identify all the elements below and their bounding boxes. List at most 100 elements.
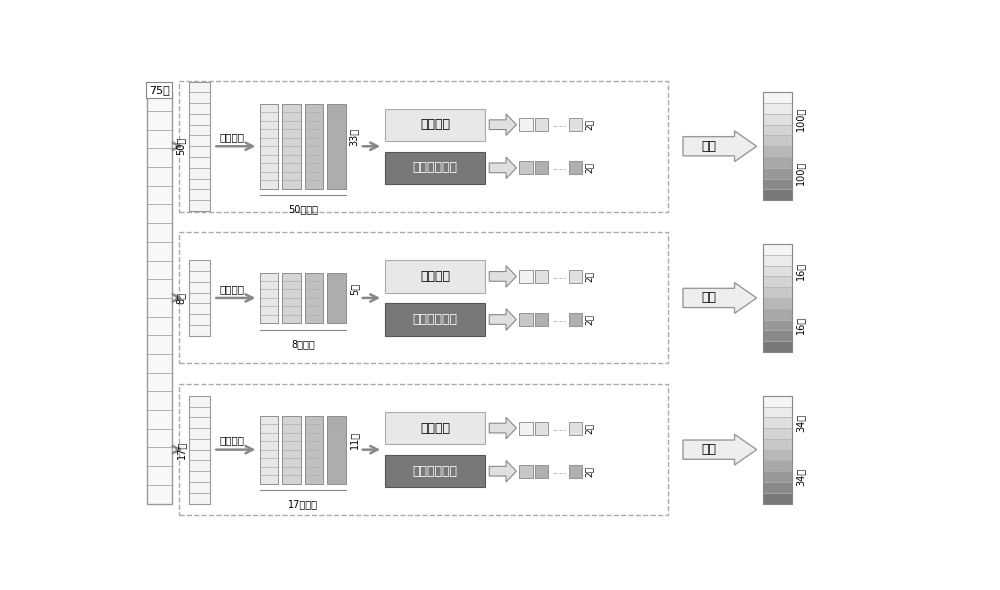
Bar [763, 93, 792, 103]
Bar [763, 396, 792, 407]
Bar [260, 146, 278, 155]
Bar [327, 112, 346, 121]
Bar [189, 168, 210, 179]
Polygon shape [489, 157, 516, 179]
Bar [147, 279, 172, 298]
Text: 连接: 连接 [701, 140, 716, 153]
Bar [260, 129, 278, 138]
Bar [282, 306, 301, 315]
Bar [260, 273, 278, 323]
Bar [260, 424, 278, 432]
Bar [763, 320, 792, 330]
Text: 75维: 75维 [149, 85, 169, 95]
Bar [189, 471, 210, 482]
Bar [282, 432, 301, 441]
Bar [763, 124, 792, 136]
Bar [519, 270, 533, 283]
Bar [189, 482, 210, 493]
Bar [189, 282, 210, 293]
Bar [327, 138, 346, 146]
Bar [327, 450, 346, 458]
Bar [147, 149, 172, 167]
Bar [260, 441, 278, 450]
Bar [305, 441, 323, 450]
Bar [189, 146, 210, 157]
Bar [147, 186, 172, 205]
Bar [260, 450, 278, 458]
Bar [260, 467, 278, 475]
Bar [569, 118, 582, 131]
Bar [305, 163, 323, 172]
Text: 2维: 2维 [585, 119, 594, 130]
Bar [282, 441, 301, 450]
Text: 34维: 34维 [795, 414, 805, 432]
Bar [305, 416, 323, 424]
Bar [147, 373, 172, 391]
Text: 2维: 2维 [585, 314, 594, 325]
Bar [763, 136, 792, 146]
Bar [327, 121, 346, 129]
Bar [305, 416, 323, 484]
Bar [763, 439, 792, 450]
Bar [189, 157, 210, 168]
Bar [763, 407, 792, 417]
Bar [763, 428, 792, 439]
Bar [763, 179, 792, 189]
Bar [763, 93, 792, 200]
Text: 100维: 100维 [795, 107, 805, 132]
Bar [327, 315, 346, 323]
Bar [260, 112, 278, 121]
Bar [519, 118, 533, 131]
Bar [189, 314, 210, 325]
Bar [763, 287, 792, 298]
Text: 17维: 17维 [176, 441, 186, 459]
Bar [305, 104, 323, 189]
Bar [147, 223, 172, 242]
Bar [535, 161, 548, 175]
Bar [305, 155, 323, 163]
Bar [763, 309, 792, 320]
Bar [189, 103, 210, 114]
Bar [147, 298, 172, 317]
Bar [763, 460, 792, 471]
Bar [763, 114, 792, 124]
Bar [327, 290, 346, 298]
Text: 随机森林: 随机森林 [420, 270, 450, 283]
Bar [260, 163, 278, 172]
Bar [189, 428, 210, 439]
Bar [282, 104, 301, 189]
Bar [189, 114, 210, 124]
Bar [305, 121, 323, 129]
Bar [305, 281, 323, 290]
Text: ......: ...... [552, 163, 566, 172]
Bar [327, 432, 346, 441]
Bar [282, 467, 301, 475]
Bar [282, 273, 301, 281]
Bar [305, 273, 323, 281]
Bar [305, 112, 323, 121]
Polygon shape [489, 460, 516, 482]
Bar [327, 306, 346, 315]
Bar [260, 172, 278, 180]
Bar [282, 273, 301, 323]
Bar [519, 465, 533, 478]
Bar [763, 330, 792, 341]
Text: 5维: 5维 [349, 283, 359, 295]
Bar [260, 458, 278, 467]
Bar [763, 146, 792, 157]
Bar [147, 354, 172, 373]
Bar [569, 421, 582, 435]
Bar [569, 313, 582, 326]
Text: 50维: 50维 [176, 137, 186, 155]
Bar [189, 189, 210, 200]
Bar [305, 290, 323, 298]
Bar [327, 416, 346, 484]
Text: 34维: 34维 [795, 467, 805, 486]
Polygon shape [683, 283, 757, 313]
Text: 连接: 连接 [701, 443, 716, 456]
Text: 50组实例: 50组实例 [288, 204, 318, 214]
Bar [763, 157, 792, 168]
Bar [305, 298, 323, 306]
Bar [763, 255, 792, 266]
Text: 16维: 16维 [795, 316, 805, 334]
